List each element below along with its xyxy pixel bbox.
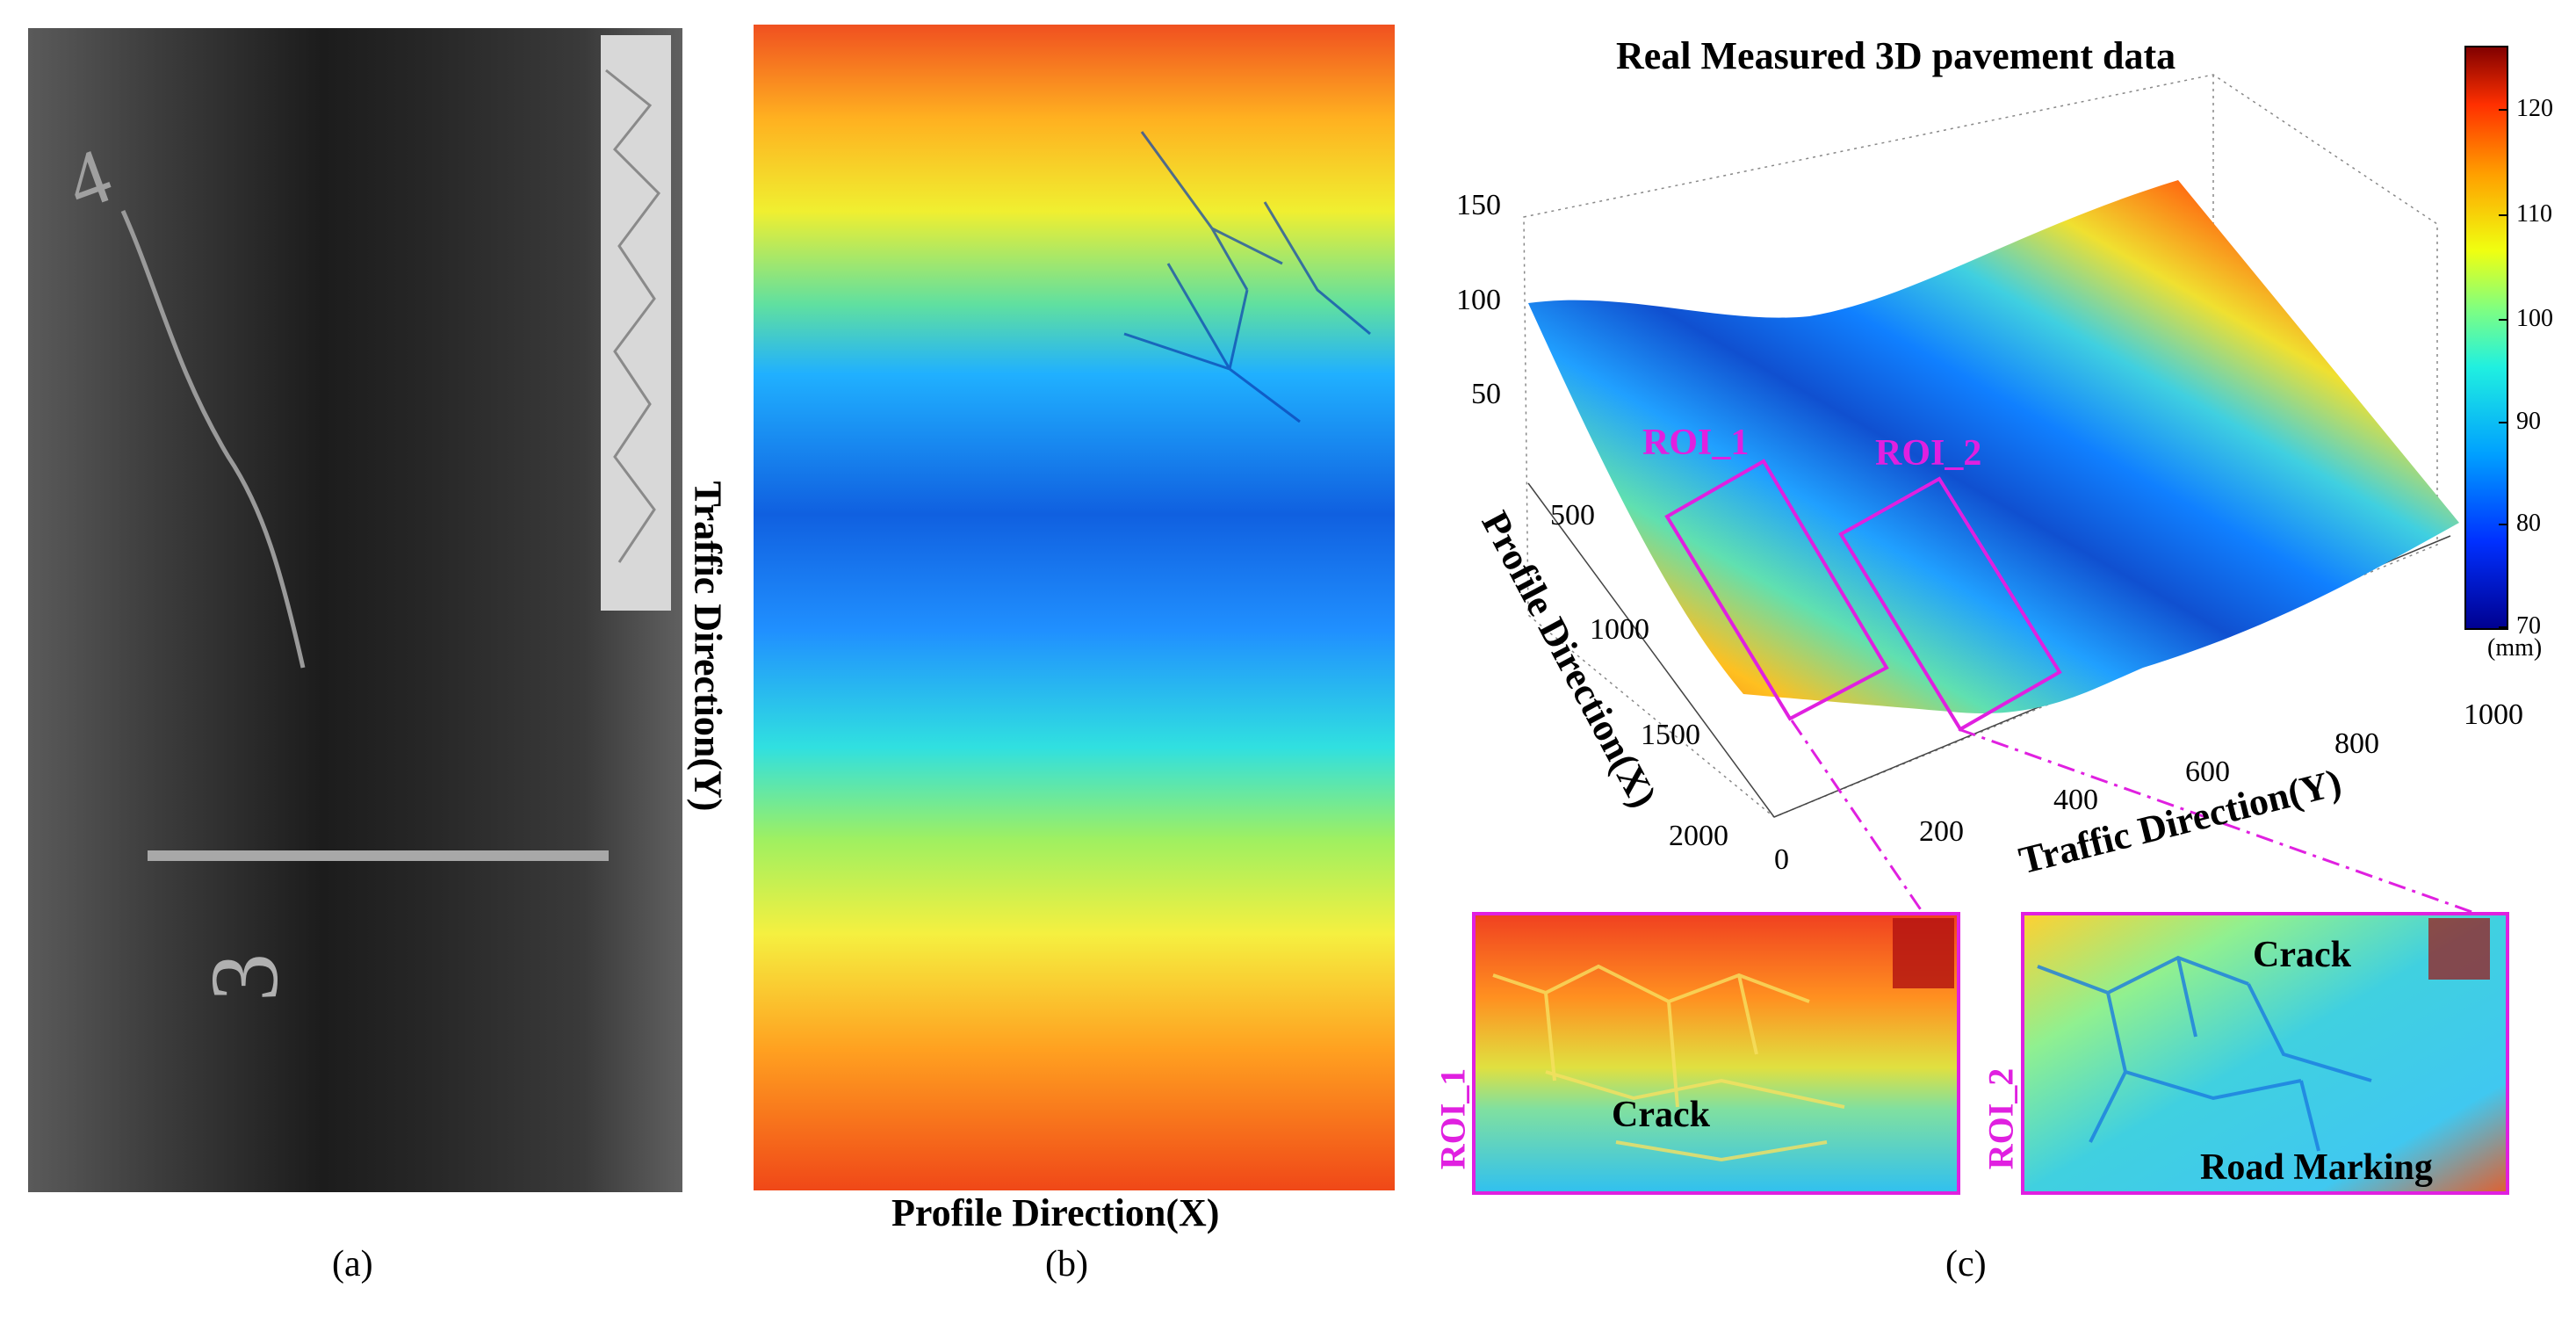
3d-surface — [1528, 180, 2459, 713]
chalk-line — [120, 209, 306, 669]
roi-2-crack-annotation: Crack — [2253, 935, 2351, 975]
z-tick: 100 — [1456, 284, 1501, 316]
x-tick: 2000 — [1669, 820, 1728, 852]
colorbar-unit: (mm) — [2487, 634, 2543, 662]
colorbar-tick: 120 — [2516, 95, 2553, 122]
roi-2-box[interactable] — [1838, 476, 2062, 732]
colorbar-tick: 70 — [2516, 612, 2541, 640]
panel-a-caption: (a) — [332, 1244, 373, 1284]
colorbar-tick: 110 — [2516, 200, 2552, 228]
colorbar-tick: 80 — [2516, 510, 2541, 537]
panel-a-image: 4 3 — [28, 28, 682, 1192]
chalk-bar — [148, 850, 609, 861]
panel-c-caption: (c) — [1945, 1244, 1987, 1284]
panel-b-caption: (b) — [1045, 1244, 1088, 1284]
roi-1-box[interactable] — [1664, 459, 1889, 721]
colorbar-tick: 90 — [2516, 408, 2541, 435]
y-tick: 0 — [1774, 843, 1789, 876]
roi-1-crop-label: ROI_1 — [1432, 1067, 1473, 1170]
chart-title: Real Measured 3D pavement data — [1616, 34, 2176, 77]
roi-2-crop-label: ROI_2 — [1981, 1067, 2021, 1170]
roi-1-leader-line — [1790, 720, 1925, 915]
x-tick: 500 — [1550, 499, 1595, 532]
x-tick: 1500 — [1641, 719, 1700, 751]
y-tick: 600 — [2185, 756, 2230, 788]
chalk-mark-3: 3 — [191, 953, 298, 1002]
colorbar-tick: 100 — [2516, 305, 2553, 332]
roi-2-leader-line — [1958, 727, 2478, 915]
y-tick: 800 — [2334, 727, 2379, 760]
y-tick: 400 — [2053, 784, 2098, 816]
y-tick: 1000 — [2464, 698, 2523, 731]
x-tick: 1000 — [1590, 613, 1649, 646]
z-tick: 150 — [1456, 189, 1501, 221]
z-tick: 50 — [1471, 378, 1501, 410]
roi-1-crack-annotation: Crack — [1612, 1095, 1710, 1135]
roi-2-road-marking-annotation: Road Marking — [2200, 1147, 2433, 1188]
panel-b-heightmap — [754, 25, 1395, 1190]
roi-1-crop-image — [1472, 912, 1960, 1195]
panel-b-xlabel: Profile Direction(X) — [891, 1191, 1220, 1234]
colorbar — [2464, 46, 2508, 630]
roi-1-label: ROI_1 — [1642, 423, 1750, 463]
y-tick: 200 — [1919, 815, 1964, 848]
panel-b-ylabel: Traffic Direction(Y) — [686, 481, 730, 812]
roi-2-crop-image — [2021, 912, 2509, 1195]
roi-2-label: ROI_2 — [1875, 433, 1982, 474]
